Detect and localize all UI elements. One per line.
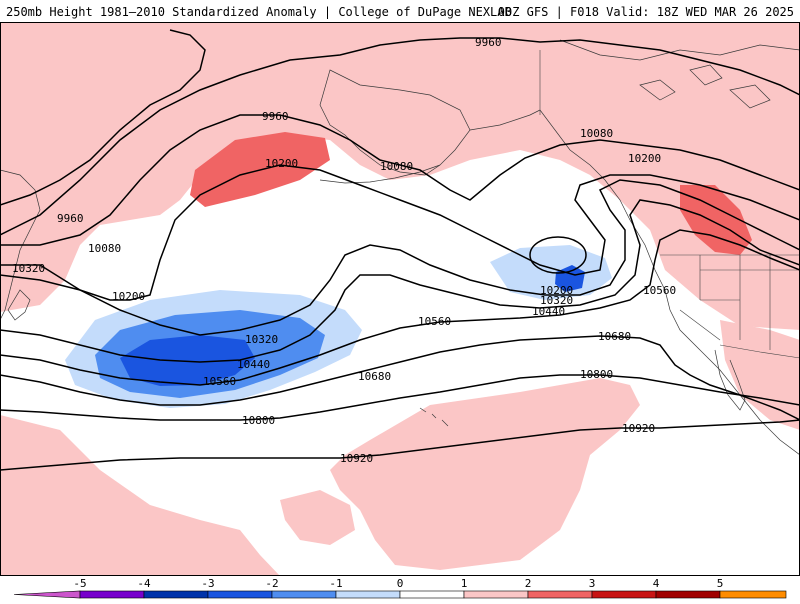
contour-label: 10440 <box>237 358 270 371</box>
colorbar: -5 -4 -3 -2 -1 0 1 2 3 4 5 <box>0 576 800 600</box>
arctic-islands <box>639 64 771 109</box>
contour-labels: 9960 9960 9960 10080 10080 10080 10200 1… <box>12 36 676 465</box>
colorbar-swatch <box>463 590 529 599</box>
header: 250mb Height 1981–2010 Standardized Anom… <box>0 0 800 22</box>
contour-label: 10560 <box>418 315 451 328</box>
contour-label: 10200 <box>265 157 298 170</box>
colorbar-tick-label: -1 <box>329 577 342 590</box>
contour-10320 <box>0 179 800 336</box>
contour-10200 <box>0 164 800 301</box>
contour-label: 9960 <box>262 110 289 123</box>
colorbar-svg: -5 -4 -3 -2 -1 0 1 2 3 4 5 <box>13 577 787 599</box>
contour-10560 <box>0 229 800 386</box>
contour-label: 9960 <box>57 212 84 225</box>
colorbar-swatch <box>527 590 593 599</box>
colorbar-tick-label: 4 <box>653 577 660 590</box>
contour-label: 10320 <box>12 262 45 275</box>
canada-us-coast <box>469 109 541 131</box>
anomaly-positive-south <box>330 378 640 570</box>
colorbar-swatch <box>13 590 81 599</box>
map-svg: 9960 9960 9960 10080 10080 10080 10200 1… <box>0 22 800 576</box>
contour-label: 10560 <box>203 375 236 388</box>
contour-label: 10920 <box>340 452 373 465</box>
colorbar-swatch <box>207 590 273 599</box>
alaska-coastline <box>319 69 471 176</box>
coastlines <box>0 39 800 456</box>
anomaly-positive-north <box>0 22 800 330</box>
contour-label: 10800 <box>242 414 275 427</box>
contour-label: 10200 <box>112 290 145 303</box>
contour-9960 <box>0 37 800 236</box>
anomaly-negative-strong <box>120 335 255 386</box>
height-contours <box>0 29 800 471</box>
anomaly-positive-patches <box>280 490 355 545</box>
anomaly-positive-west-coast <box>720 320 800 430</box>
west-coast-us <box>664 289 800 456</box>
map-panel: 9960 9960 9960 10080 10080 10080 10200 1… <box>0 22 800 576</box>
colorbar-tick-label: -4 <box>137 577 151 590</box>
contour-label: 10080 <box>88 242 121 255</box>
contour-label: 10920 <box>622 422 655 435</box>
colorbar-swatch <box>143 590 209 599</box>
colorbar-swatch <box>79 590 145 599</box>
contour-label: 10200 <box>540 284 573 297</box>
alaska-panhandle <box>539 109 666 291</box>
contour-label: 10560 <box>643 284 676 297</box>
colorbar-tick-label: -5 <box>73 577 86 590</box>
contour-label: 10440 <box>532 305 565 318</box>
us-mexico-border <box>719 344 800 359</box>
contour-label: 10200 <box>628 152 661 165</box>
contour-9960-north <box>0 29 206 206</box>
japan-islands <box>7 289 31 321</box>
colorbar-swatch <box>399 590 465 599</box>
colorbar-tick-label: -2 <box>265 577 278 590</box>
hawaii-islands <box>419 407 449 427</box>
colorbar-swatch <box>271 590 337 599</box>
contour-label: 10680 <box>598 330 631 343</box>
contour-label: 10320 <box>245 333 278 346</box>
us-state-lines <box>679 255 800 350</box>
contour-label: 10080 <box>580 127 613 140</box>
contour-10920 <box>0 419 800 471</box>
anomaly-strong-pacific-nw <box>680 185 752 255</box>
contour-label: 10680 <box>358 370 391 383</box>
colorbar-swatches <box>13 590 787 599</box>
colorbar-tick-label: 2 <box>525 577 532 590</box>
colorbar-swatch <box>719 590 787 599</box>
aleutian-chain <box>319 164 441 184</box>
contour-label: 10800 <box>580 368 613 381</box>
colorbar-swatch <box>591 590 657 599</box>
kamchatka-asia-coast <box>0 169 41 321</box>
contour-label: 10080 <box>380 160 413 173</box>
colorbar-tick-labels: -5 -4 -3 -2 -1 0 1 2 3 4 5 <box>73 577 723 590</box>
model-run-info: 00Z GFS | F018 Valid: 18Z WED MAR 26 202… <box>497 5 794 19</box>
contour-10680 <box>0 335 800 421</box>
political-borders <box>539 50 800 359</box>
contour-label: 10320 <box>540 294 573 307</box>
contour-10440 <box>0 199 800 363</box>
contour-label: 9960 <box>475 36 502 49</box>
map-title: 250mb Height 1981–2010 Standardized Anom… <box>6 5 512 19</box>
contour-10800 <box>0 374 800 421</box>
contour-10080 <box>0 114 800 246</box>
positive-anomaly-shading <box>0 22 800 576</box>
baja-california <box>714 349 746 411</box>
colorbar-tick-label: -3 <box>201 577 214 590</box>
contour-10200-closed-low <box>529 236 587 274</box>
anomaly-positive-southwest <box>0 415 280 576</box>
colorbar-tick-label: 0 <box>397 577 404 590</box>
colorbar-tick-label: 5 <box>717 577 724 590</box>
colorbar-tick-label: 3 <box>589 577 596 590</box>
negative-anomaly-shading <box>65 245 612 408</box>
arctic-coast <box>559 39 800 61</box>
colorbar-swatch <box>335 590 401 599</box>
colorbar-swatch <box>655 590 721 599</box>
colorbar-tick-label: 1 <box>461 577 468 590</box>
